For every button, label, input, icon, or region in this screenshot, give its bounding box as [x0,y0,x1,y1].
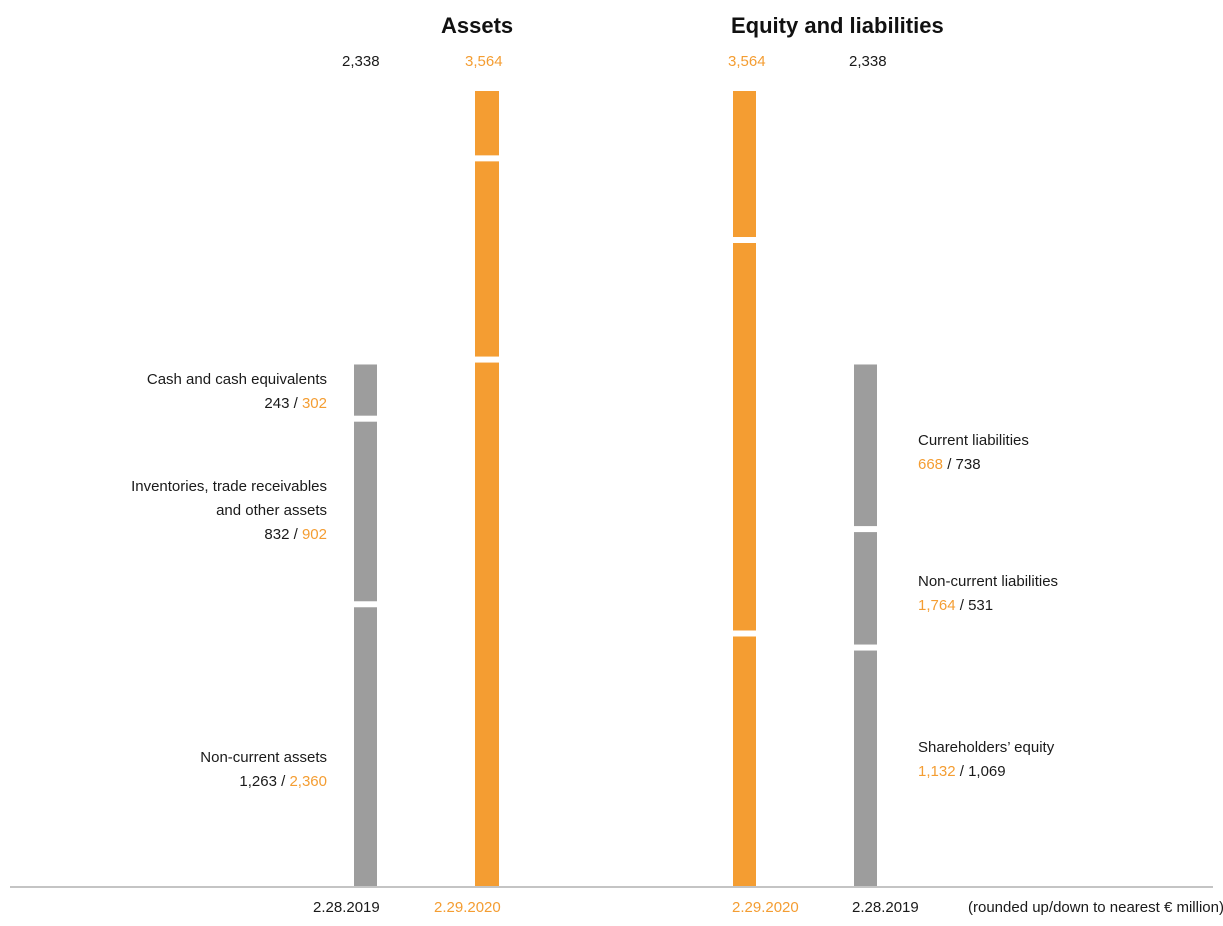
el-prior-bar-segment-0 [854,650,877,886]
el-prior-bar-segment-1 [854,532,877,645]
el-total-prior: 2,338 [849,53,887,70]
asset-value-1-a: 832 [264,526,290,544]
asset-value-0-a: 1,263 [239,773,277,790]
asset-label-0: Non-current assets 1,263 / 2,360 [200,746,327,794]
assets-total-prior: 2,338 [342,53,380,70]
equity-liab-label-0-line-0: Shareholders’ equity [918,738,1055,756]
asset-values-0: 1,263 / 2,360 [239,773,327,790]
asset-label-1-line-0: Inventories, trade receivables [131,478,327,496]
equity-liab-label-2-line-0: Current liabilities [918,431,1029,449]
asset-values-1: 832 / 902 [264,526,327,544]
assets-prior-bar-segment-1 [354,421,377,602]
equity-liab-values-1: 1,764 / 531 [918,597,994,615]
equity-liab-label-0: Shareholders’ equity 1,132 / 1,069 [918,736,1054,784]
el-current-bar-segment-1 [733,243,756,631]
el-current-bar-segment-0 [733,636,756,886]
assets-prior-bar-segment-0 [354,607,377,886]
asset-label-1-line-1: and other assets [216,502,327,520]
assets-current-bar-segment-1 [475,161,499,357]
assets-heading: Assets [441,13,514,38]
el-prior-bar-segment-2 [854,364,877,527]
rounding-note: (rounded up/down to nearest € million) [968,899,1223,916]
asset-value-1-b: 902 [301,526,327,544]
asset-value-2-b: 302 [301,394,327,412]
equity-liab-values-0: 1,132 / 1,069 [918,762,1006,780]
asset-label-2-line-0: Cash and cash equivalents [146,370,327,388]
date-current-el: 2.29.2020 [732,899,799,916]
asset-label-0-line-0: Non-current assets [200,749,327,766]
equity-liab-value-2-b: 738 [955,455,981,473]
assets-prior-bar-segment-2 [354,364,377,416]
equity-liab-label-1: Non-current liabilities 1,764 / 531 [918,570,1058,618]
asset-label-2: Cash and cash equivalents 243 / 302 [147,368,327,416]
asset-value-2-a: 243 [264,394,290,412]
assets-current-bar-segment-2 [475,91,499,156]
equity-liab-label-2: Current liabilities 668 / 738 [918,429,1029,477]
equity-liab-value-1-a: 1,764 [918,597,956,615]
date-prior-el: 2.28.2019 [852,899,919,916]
equity-liab-value-2-a: 668 [918,455,944,473]
asset-label-1: Inventories, trade receivables and other … [131,475,327,547]
equity-liab-label-1-line-0: Non-current liabilities [918,573,1059,591]
assets-total-current: 3,564 [465,53,503,70]
el-total-current: 3,564 [728,53,766,70]
equity-liab-value-1-b: 531 [968,597,994,615]
assets-current-bar-segment-0 [475,362,499,886]
equity-liabilities-heading: Equity and liabilities [731,13,944,38]
date-prior-assets: 2.28.2019 [313,899,380,916]
asset-value-0-b: 2,360 [289,773,327,790]
asset-values-2: 243 / 302 [264,394,327,412]
date-current-assets: 2.29.2020 [434,899,501,916]
el-current-bar-segment-2 [733,91,756,238]
equity-liab-values-2: 668 / 738 [918,455,981,473]
equity-liab-value-0-b: 1,069 [968,762,1006,780]
equity-liab-value-0-a: 1,132 [918,762,956,780]
